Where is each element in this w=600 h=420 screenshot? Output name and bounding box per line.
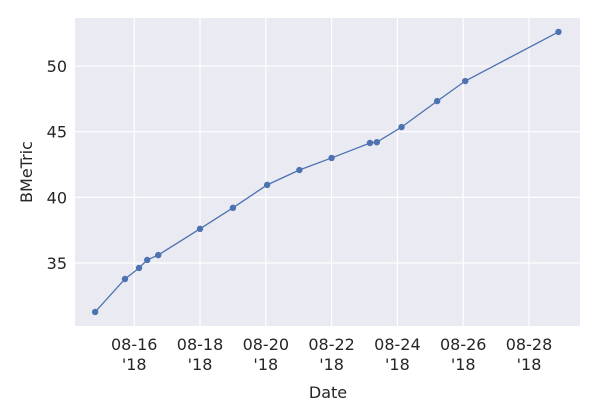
data-point <box>373 138 381 146</box>
x-tick-label: 08-18'18 <box>177 335 224 374</box>
data-point <box>121 275 129 283</box>
data-point <box>144 256 151 264</box>
y-tick-label: 40 <box>47 188 67 207</box>
x-axis-label: Date <box>309 383 347 402</box>
y-tick-label: 50 <box>47 57 67 76</box>
data-point <box>462 77 469 85</box>
data-point <box>155 251 162 259</box>
data-point <box>555 28 562 36</box>
data-point <box>328 154 335 162</box>
data-point <box>135 264 143 272</box>
data-point <box>398 123 405 131</box>
data-point <box>229 204 237 212</box>
data-line <box>94 31 559 313</box>
x-tick-label: 08-28'18 <box>506 335 553 374</box>
data-point <box>366 139 374 147</box>
data-point <box>196 225 204 233</box>
x-tick-label: 08-24'18 <box>374 335 421 374</box>
data-point <box>91 308 99 316</box>
y-axis-label: BMeTric <box>17 141 36 203</box>
x-tick-label: 08-20'18 <box>243 335 290 374</box>
y-tick-label: 35 <box>47 254 67 273</box>
data-point <box>433 97 441 105</box>
x-tick-label: 08-26'18 <box>440 335 487 374</box>
data-point <box>263 181 271 189</box>
data-point <box>296 166 303 174</box>
x-tick-label: 08-16'18 <box>111 335 158 374</box>
x-tick-label: 08-22'18 <box>308 335 355 374</box>
plot-area <box>75 18 580 326</box>
y-tick-label: 45 <box>47 123 67 142</box>
